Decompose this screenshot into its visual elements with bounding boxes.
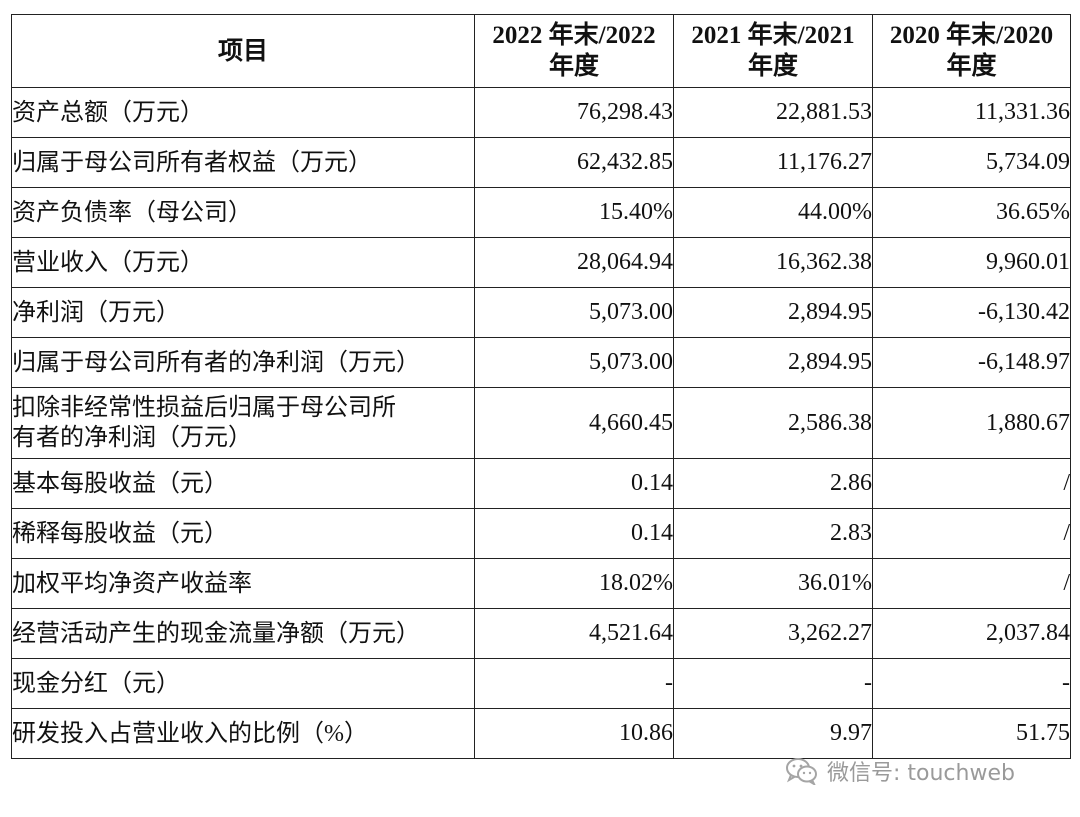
value-2022: 62,432.85 xyxy=(474,137,674,188)
table-row: 研发投入占营业收入的比例（%） 10.86 9.97 51.75 xyxy=(11,708,1071,759)
value-2020: 11,331.36 xyxy=(872,87,1071,138)
value-2022: 4,660.45 xyxy=(474,387,674,459)
wechat-icon xyxy=(785,757,819,785)
row-label: 资产负债率（母公司） xyxy=(11,187,475,238)
row-label-line: 基本每股收益（元） xyxy=(12,470,228,497)
value-2021: 11,176.27 xyxy=(673,137,873,188)
row-label: 稀释每股收益（元） xyxy=(11,508,475,559)
row-label-line: 稀释每股收益（元） xyxy=(12,520,228,547)
table-row: 基本每股收益（元） 0.14 2.86/ xyxy=(11,458,1071,509)
value-2021: 22,881.53 xyxy=(673,87,873,138)
value-2020: 5,734.09 xyxy=(872,137,1071,188)
table-row: 现金分红（元） - - - xyxy=(11,658,1071,709)
value-2020: 9,960.01 xyxy=(872,237,1071,288)
value-2020: 51.75 xyxy=(872,708,1071,759)
table-row: 资产总额（万元） 76,298.43 22,881.53 11,331.36 xyxy=(11,87,1071,138)
table-row: 归属于母公司所有者的净利润（万元） 5,073.00 2,894.95 -6,148.… xyxy=(11,337,1071,388)
value-2020: 1,880.67 xyxy=(872,387,1071,459)
watermark-text: 微信号: touchweb xyxy=(827,761,1015,786)
value-2021: 2,894.95 xyxy=(673,287,873,338)
header-2022-line-1: 2022 年末/2022 xyxy=(492,22,656,49)
header-2020-line-2: 年度 xyxy=(946,53,997,80)
table-row: 经营活动产生的现金流量净额（万元） 4,521.64 3,262.27 2,037.8… xyxy=(11,608,1071,659)
header-item-line: 项目 xyxy=(217,37,268,65)
value-2020: 2,037.84 xyxy=(872,608,1071,659)
header-2021-line-1: 2021 年末/2021 xyxy=(691,22,855,49)
header-2022: 2022 年末/2022 年度 xyxy=(474,14,674,88)
row-label-line: 归属于母公司所有者权益（万元） xyxy=(12,149,372,176)
value-2022: 0.14 xyxy=(474,458,674,509)
row-label-line: 经营活动产生的现金流量净额（万元） xyxy=(12,620,420,647)
table-row: 营业收入（万元） 28,064.94 16,362.38 9,960.01 xyxy=(11,237,1071,288)
value-2022: 28,064.94 xyxy=(474,237,674,288)
header-2020: 2020 年末/2020 年度 xyxy=(872,14,1071,88)
header-2022-line-2: 年度 xyxy=(548,53,599,80)
row-label: 扣除非经常性损益后归属于母公司所 有者的净利润（万元） xyxy=(11,387,475,459)
row-label: 经营活动产生的现金流量净额（万元） xyxy=(11,608,475,659)
value-2021: 36.01% xyxy=(673,558,873,609)
value-2021: 44.00% xyxy=(673,187,873,238)
row-label-line: 有者的净利润（万元） xyxy=(12,425,252,451)
header-item: 项目 xyxy=(11,14,475,88)
row-label-line: 营业收入（万元） xyxy=(12,249,204,276)
value-2022: 5,073.00 xyxy=(474,337,674,388)
row-label-line: 研发投入占营业收入的比例（%） xyxy=(12,720,368,747)
row-label-line: 扣除非经常性损益后归属于母公司所 xyxy=(12,395,396,421)
row-label: 现金分红（元） xyxy=(11,658,475,709)
value-2022: 15.40% xyxy=(474,187,674,238)
row-label: 基本每股收益（元） xyxy=(11,458,475,509)
financial-data-table: 项目 2022 年末/2022 年度 2021 年末/2021 年度 2020 … xyxy=(11,14,1071,759)
value-2020: 36.65% xyxy=(872,187,1071,238)
value-2020: - xyxy=(872,658,1071,709)
row-label: 加权平均净资产收益率 xyxy=(11,558,475,609)
header-2020-line-1: 2020 年末/2020 xyxy=(889,22,1054,49)
table-header-row: 项目 2022 年末/2022 年度 2021 年末/2021 年度 2020 … xyxy=(11,14,1071,88)
table-row: 净利润（万元） 5,073.00 2,894.95 -6,130.42 xyxy=(11,287,1071,338)
row-label-line: 加权平均净资产收益率 xyxy=(12,570,252,597)
row-label: 资产总额（万元） xyxy=(11,87,475,138)
value-2020: / xyxy=(872,558,1071,609)
value-2021: 2,894.95 xyxy=(673,337,873,388)
value-2020: / xyxy=(872,458,1071,509)
row-label-line: 归属于母公司所有者的净利润（万元） xyxy=(12,349,420,376)
value-2021: 16,362.38 xyxy=(673,237,873,288)
value-2020: -6,130.42 xyxy=(872,287,1071,338)
value-2021: 2.83 xyxy=(673,508,873,559)
table-row: 稀释每股收益（元） 0.14 2.83/ xyxy=(11,508,1071,559)
value-2022: 4,521.64 xyxy=(474,608,674,659)
row-label: 研发投入占营业收入的比例（%） xyxy=(11,708,475,759)
table-body: 资产总额（万元） 76,298.43 22,881.53 11,331.36 归属于母公… xyxy=(11,87,1071,759)
value-2022: 5,073.00 xyxy=(474,287,674,338)
value-2021: - xyxy=(673,658,873,709)
value-2022: - xyxy=(474,658,674,709)
table-row: 加权平均净资产收益率 18.02% 36.01% / xyxy=(11,558,1071,609)
value-2022: 10.86 xyxy=(474,708,674,759)
watermark: 微信号: touchweb xyxy=(785,756,1015,786)
value-2021: 3,262.27 xyxy=(673,608,873,659)
value-2021: 9.97 xyxy=(673,708,873,759)
header-2021-line-2: 年度 xyxy=(747,53,798,80)
row-label: 归属于母公司所有者权益（万元） xyxy=(11,137,475,188)
table-row: 资产负债率（母公司） 15.40% 44.00% 36.65% xyxy=(11,187,1071,238)
row-label: 营业收入（万元） xyxy=(11,237,475,288)
row-label: 归属于母公司所有者的净利润（万元） xyxy=(11,337,475,388)
value-2022: 76,298.43 xyxy=(474,87,674,138)
row-label-line: 现金分红（元） xyxy=(12,670,180,697)
row-label-line: 资产负债率（母公司） xyxy=(12,199,252,226)
row-label-line: 资产总额（万元） xyxy=(12,99,204,126)
header-2021: 2021 年末/2021 年度 xyxy=(673,14,873,88)
table-row: 归属于母公司所有者权益（万元） 62,432.85 11,176.27 5,734.0… xyxy=(11,137,1071,188)
value-2020: -6,148.97 xyxy=(872,337,1071,388)
value-2021: 2.86 xyxy=(673,458,873,509)
value-2020: / xyxy=(872,508,1071,559)
row-label: 净利润（万元） xyxy=(11,287,475,338)
value-2022: 18.02% xyxy=(474,558,674,609)
value-2021: 2,586.38 xyxy=(673,387,873,459)
table-row: 扣除非经常性损益后归属于母公司所 有者的净利润（万元） 4,660.45 2,586.… xyxy=(11,387,1071,459)
row-label-line: 净利润（万元） xyxy=(12,299,180,326)
value-2022: 0.14 xyxy=(474,508,674,559)
